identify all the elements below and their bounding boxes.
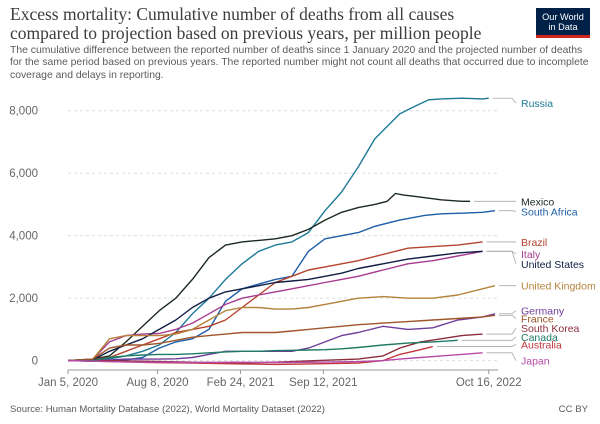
series-label-japan: Japan [521, 356, 550, 368]
series-line-south-korea [68, 333, 483, 364]
series-label-germany: Germany [521, 306, 565, 318]
series-lines [67, 97, 496, 366]
series-line-united-kingdom [67, 285, 496, 362]
series-label-united-kingdom: United Kingdom [521, 281, 596, 293]
gridlines [68, 110, 498, 362]
y-tick-label: 8,000 [9, 106, 38, 118]
series-line-france [67, 314, 496, 362]
series-line-japan [67, 352, 483, 364]
series-label-south-africa: South Africa [521, 206, 578, 218]
series-label-australia: Australia [521, 339, 562, 351]
owid-logo[interactable]: Our World in Data [536, 8, 590, 38]
label-connector-france [499, 314, 517, 319]
y-tick-label: 4,000 [9, 231, 38, 243]
x-tick-label: Oct 16, 2022 [456, 377, 522, 389]
label-connector-germany [499, 310, 517, 315]
y-tick-label: 2,000 [9, 293, 38, 305]
series-label-mexico: Mexico [521, 196, 554, 208]
logo-line-2: in Data [548, 22, 578, 32]
series-label-russia: Russia [521, 98, 553, 110]
series-label-france: France [521, 313, 554, 325]
label-connector-australia [436, 344, 517, 347]
x-tick-label: Jan 5, 2020 [38, 377, 98, 389]
series-label-brazil: Brazil [521, 237, 547, 249]
source-note: Source: Human Mortality Database (2022),… [10, 404, 325, 415]
y-tick-label: 6,000 [9, 168, 38, 180]
series-line-canada [68, 339, 458, 362]
series-line-italy [67, 250, 483, 362]
chart-subtitle: The cumulative difference between the re… [10, 45, 589, 81]
label-connector-south-korea [486, 327, 517, 335]
label-connector-canada [461, 336, 517, 341]
series-label-italy: Italy [521, 249, 541, 261]
series-line-south-africa [67, 210, 496, 362]
label-connector-south-africa [499, 210, 517, 212]
x-axis: Jan 5, 2020 Aug 8, 2020 Feb 24, 2021 Sep 12… [38, 369, 522, 389]
series-line-mexico [67, 192, 471, 362]
x-tick-label: Feb 24, 2021 [207, 377, 275, 389]
x-tick-label: Sep 12, 2021 [289, 377, 357, 389]
logo-line-1: Our World [542, 12, 584, 22]
series-label-united-states: United States [521, 259, 584, 271]
series-line-russia [67, 97, 489, 362]
series-line-united-states [67, 250, 483, 362]
y-tick-label: 0 [32, 356, 38, 368]
label-connector-united-states [486, 250, 517, 264]
y-axis: 0 2,000 4,000 6,000 8,000 [9, 106, 38, 368]
series-label-south-korea: South Korea [521, 323, 580, 335]
label-connector-japan [486, 352, 517, 361]
series-label-canada: Canada [521, 332, 558, 344]
logo-red-bar [536, 35, 590, 38]
label-connector-russia [492, 97, 517, 104]
license-link[interactable]: CC BY [558, 404, 588, 415]
x-tick-label: Aug 8, 2020 [127, 377, 189, 389]
chart-title: Excess mortality: Cumulative number of d… [10, 4, 482, 43]
